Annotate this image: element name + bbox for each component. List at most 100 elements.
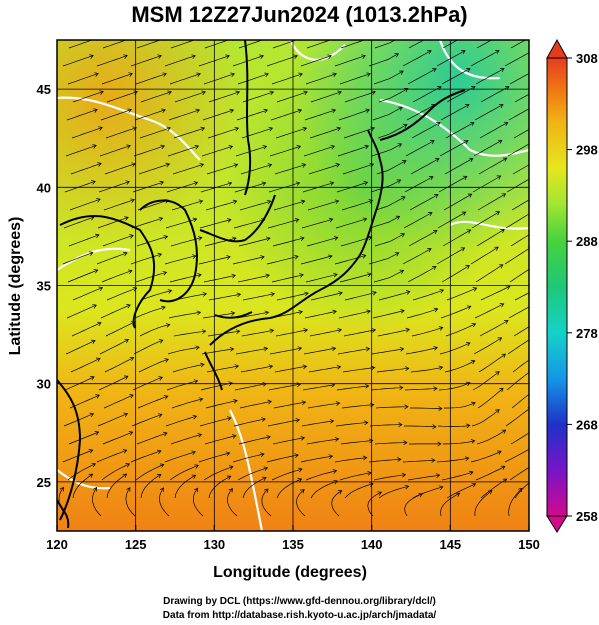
streamline-arrowhead: [461, 50, 466, 55]
streamline: [405, 347, 438, 355]
streamline: [510, 432, 529, 445]
streamline: [133, 339, 164, 355]
streamline: [338, 109, 370, 121]
streamline: [67, 463, 96, 481]
x-axis-label: Longitude (degrees): [213, 564, 367, 581]
streamline: [267, 219, 299, 229]
streamline-arrowhead: [518, 487, 523, 493]
streamline-arrowhead: [499, 303, 505, 308]
streamline-arrowhead: [537, 319, 541, 323]
streamline: [240, 164, 272, 175]
streamline-arrowhead: [196, 72, 201, 78]
streamline: [136, 40, 162, 49]
streamline: [378, 485, 409, 499]
streamline: [134, 109, 166, 121]
streamline: [100, 304, 131, 319]
streamline-arrowhead: [533, 302, 537, 306]
streamline: [369, 424, 403, 427]
streamline-arrowhead: [487, 490, 493, 495]
streamline-arrowhead: [300, 199, 306, 205]
streamline-arrowhead: [337, 490, 343, 495]
streamline-arrowhead: [532, 140, 536, 144]
streamline-arrowhead: [500, 465, 506, 470]
streamline-arrowhead: [364, 383, 370, 389]
streamline: [512, 359, 529, 373]
streamline-arrowhead: [455, 492, 461, 497]
streamline: [169, 274, 202, 283]
streamline: [140, 91, 172, 103]
streamline: [514, 482, 529, 499]
streamline-arrowhead: [333, 479, 338, 485]
streamline: [96, 55, 128, 67]
streamline-arrowhead: [161, 305, 166, 311]
streamline: [92, 487, 102, 517]
y-axis-label: Latitude (degrees): [7, 217, 24, 356]
streamline: [140, 474, 162, 499]
streamline: [406, 104, 436, 121]
x-tick-label: 150: [518, 537, 540, 552]
streamline: [474, 104, 504, 121]
streamline: [140, 290, 172, 301]
streamline: [266, 55, 298, 67]
streamline: [404, 425, 437, 428]
streamline-arrowhead: [535, 353, 539, 357]
streamline-arrowhead: [430, 140, 435, 145]
streamline-arrowhead: [259, 54, 264, 60]
streamline-arrowhead: [502, 478, 508, 483]
streamline: [407, 474, 440, 481]
streamline-arrowhead: [469, 121, 475, 127]
streamline-arrowhead: [469, 470, 474, 476]
streamline-arrowhead: [236, 292, 242, 298]
streamline: [96, 252, 128, 265]
streamline: [309, 329, 342, 337]
streamline: [446, 483, 476, 499]
streamline: [205, 400, 238, 409]
streamline-arrowhead: [399, 269, 405, 274]
streamline: [239, 401, 272, 409]
streamline: [302, 384, 335, 391]
streamline: [442, 440, 475, 445]
streamline: [66, 109, 98, 121]
streamline-arrowhead: [90, 376, 95, 381]
streamline: [475, 68, 505, 85]
streamline-arrowhead: [201, 329, 207, 334]
streamline-arrowhead: [394, 252, 400, 257]
streamline: [271, 73, 303, 85]
streamline: [296, 489, 306, 517]
streamline-arrowhead: [166, 126, 171, 132]
streamline-arrowhead: [264, 72, 269, 78]
streamline-arrowhead: [502, 157, 508, 162]
streamline: [237, 274, 270, 283]
streamline: [470, 450, 502, 463]
streamline-arrowhead: [529, 447, 533, 451]
streamline-arrowhead: [464, 456, 470, 461]
streamline: [62, 55, 94, 67]
streamline-arrowhead: [468, 157, 474, 162]
streamline: [131, 217, 163, 229]
streamline: [68, 431, 99, 445]
streamline: [513, 326, 529, 337]
streamline-arrowhead: [462, 175, 468, 180]
streamline-arrowhead: [471, 401, 476, 406]
streamline-arrowhead: [327, 54, 332, 59]
streamline: [437, 425, 470, 427]
streamline: [168, 109, 200, 121]
streamline-arrowhead: [333, 236, 339, 241]
streamline: [511, 199, 529, 211]
streamline: [234, 383, 267, 391]
streamline-arrowhead: [401, 160, 407, 165]
streamline-arrowhead: [362, 455, 368, 461]
streamline: [227, 488, 238, 517]
streamline: [239, 200, 271, 211]
streamline-arrowhead: [336, 364, 342, 370]
streamline-arrowhead: [297, 346, 303, 352]
streamline-arrowhead: [371, 328, 377, 333]
streamline-arrowhead: [297, 478, 303, 483]
streamline-arrowhead: [200, 362, 205, 368]
streamline-arrowhead: [269, 90, 275, 96]
streamline-arrowhead: [159, 180, 165, 186]
streamline-arrowhead: [93, 269, 99, 274]
streamline: [169, 73, 201, 85]
streamline: [372, 310, 405, 319]
streamline-arrowhead: [196, 310, 202, 316]
